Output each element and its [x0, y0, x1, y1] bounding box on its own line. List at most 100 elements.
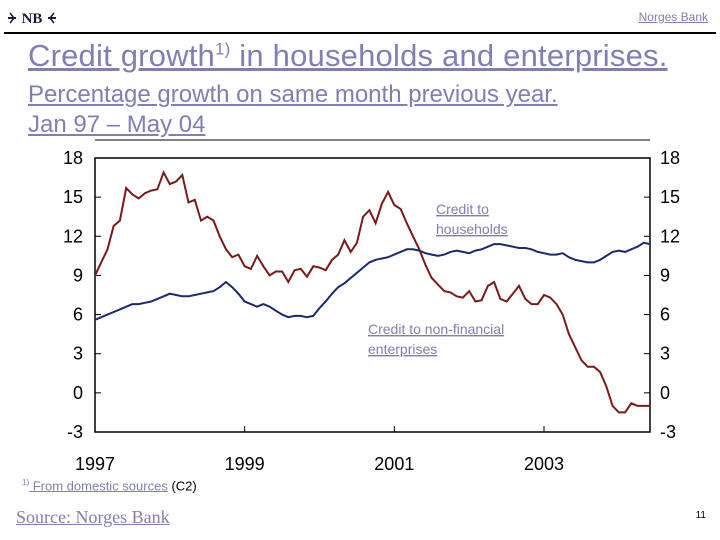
footnote-code: (C2): [167, 478, 197, 494]
point-households-23: [237, 292, 240, 295]
point-enterprises-14: [181, 174, 184, 176]
label-households-line-2: households: [436, 221, 508, 237]
source-link[interactable]: Source: Norges Bank: [16, 507, 170, 527]
point-enterprises-82: [605, 385, 608, 388]
point-households-60: [468, 252, 470, 255]
point-enterprises-41: [349, 251, 352, 253]
point-households-70: [530, 248, 533, 251]
point-enterprises-39: [337, 253, 340, 256]
slide-subtitle[interactable]: Percentage growth on same month previous…: [28, 80, 668, 140]
point-enterprises-24: [243, 265, 246, 268]
y-tick-label-left-6: 6: [73, 305, 83, 325]
point-enterprises-87: [636, 405, 639, 407]
point-enterprises-5: [125, 187, 127, 189]
point-enterprises-18: [206, 215, 209, 218]
label-enterprises-line-2: enterprises: [368, 341, 437, 357]
point-enterprises-25: [250, 268, 252, 270]
y-tick-label-right-18: 18: [660, 148, 680, 168]
footnote[interactable]: 1) From domestic sources (C2): [22, 478, 197, 493]
title-rest: in households and enterprises.: [230, 38, 668, 73]
series-line-enterprises: [94, 169, 650, 414]
x-tick-label-2001: 2001: [374, 454, 414, 474]
point-households-28: [268, 305, 271, 308]
point-households-34: [306, 316, 308, 318]
point-households-2: [106, 313, 109, 316]
point-households-6: [131, 303, 134, 305]
point-enterprises-35: [312, 265, 315, 268]
slide-title[interactable]: Credit growth1) in households and enterp…: [28, 38, 668, 74]
y-tick-label-right-0: 0: [660, 383, 670, 403]
point-households-68: [518, 247, 520, 249]
point-enterprises-32: [293, 269, 296, 272]
point-enterprises-1: [100, 261, 103, 264]
point-enterprises-47: [387, 191, 389, 193]
point-households-71: [536, 251, 539, 253]
point-enterprises-38: [331, 258, 333, 261]
point-households-39: [337, 286, 340, 288]
point-households-55: [437, 255, 439, 257]
point-households-79: [586, 261, 589, 264]
point-enterprises-77: [574, 346, 576, 348]
point-households-27: [262, 303, 265, 305]
point-households-83: [611, 251, 614, 253]
point-enterprises-11: [162, 171, 165, 174]
y-tick-label-left-18: 18: [63, 148, 83, 168]
point-enterprises-26: [256, 255, 258, 257]
norges-bank-logo: NB: [8, 11, 56, 27]
point-households-84: [618, 249, 620, 252]
point-households-9: [150, 300, 152, 303]
point-households-73: [549, 253, 552, 256]
point-households-35: [312, 315, 315, 317]
point-households-80: [593, 261, 595, 264]
point-households-17: [200, 292, 202, 295]
point-households-38: [331, 292, 333, 295]
point-enterprises-65: [499, 298, 502, 300]
y-tick-label-left-15: 15: [63, 187, 83, 207]
point-households-61: [474, 249, 477, 252]
point-households-53: [424, 252, 427, 255]
point-households-65: [499, 243, 502, 245]
point-enterprises-64: [493, 281, 495, 283]
point-households-44: [368, 261, 371, 264]
point-households-7: [137, 303, 140, 305]
label-households-line-1: Credit to: [436, 201, 489, 217]
subtitle-line-2: Jan 97 – May 04: [28, 111, 206, 138]
brand-link[interactable]: Norges Bank: [638, 10, 708, 24]
point-enterprises-85: [624, 411, 626, 414]
point-enterprises-73: [549, 296, 552, 299]
point-households-12: [169, 292, 171, 295]
point-enterprises-34: [306, 275, 308, 278]
point-enterprises-33: [299, 268, 302, 270]
point-households-47: [387, 256, 389, 258]
point-enterprises-12: [169, 183, 171, 185]
point-enterprises-42: [356, 242, 358, 244]
point-households-20: [218, 286, 221, 288]
point-households-13: [175, 294, 177, 296]
point-households-52: [418, 249, 421, 252]
point-households-37: [324, 300, 327, 303]
point-households-1: [100, 316, 103, 318]
label-enterprises-line-1: Credit to non-financial: [368, 321, 504, 337]
point-households-4: [119, 308, 121, 311]
y-tick-label-right--3: -3: [660, 422, 676, 442]
point-households-24: [243, 300, 246, 303]
point-enterprises-75: [561, 313, 564, 316]
point-enterprises-7: [137, 197, 140, 200]
point-enterprises-27: [262, 265, 265, 268]
point-enterprises-66: [505, 300, 508, 303]
point-enterprises-51: [412, 235, 414, 238]
point-enterprises-58: [455, 295, 458, 298]
point-enterprises-88: [642, 405, 645, 407]
point-enterprises-86: [630, 402, 633, 405]
point-enterprises-21: [225, 248, 227, 251]
point-enterprises-31: [287, 281, 290, 283]
footnote-mark: 1): [22, 478, 30, 487]
point-enterprises-30: [281, 270, 283, 273]
point-enterprises-61: [474, 300, 477, 303]
point-households-75: [561, 252, 564, 255]
point-enterprises-4: [119, 219, 121, 222]
y-tick-label-right-15: 15: [660, 187, 680, 207]
point-households-89: [649, 243, 651, 245]
point-households-49: [399, 251, 402, 253]
